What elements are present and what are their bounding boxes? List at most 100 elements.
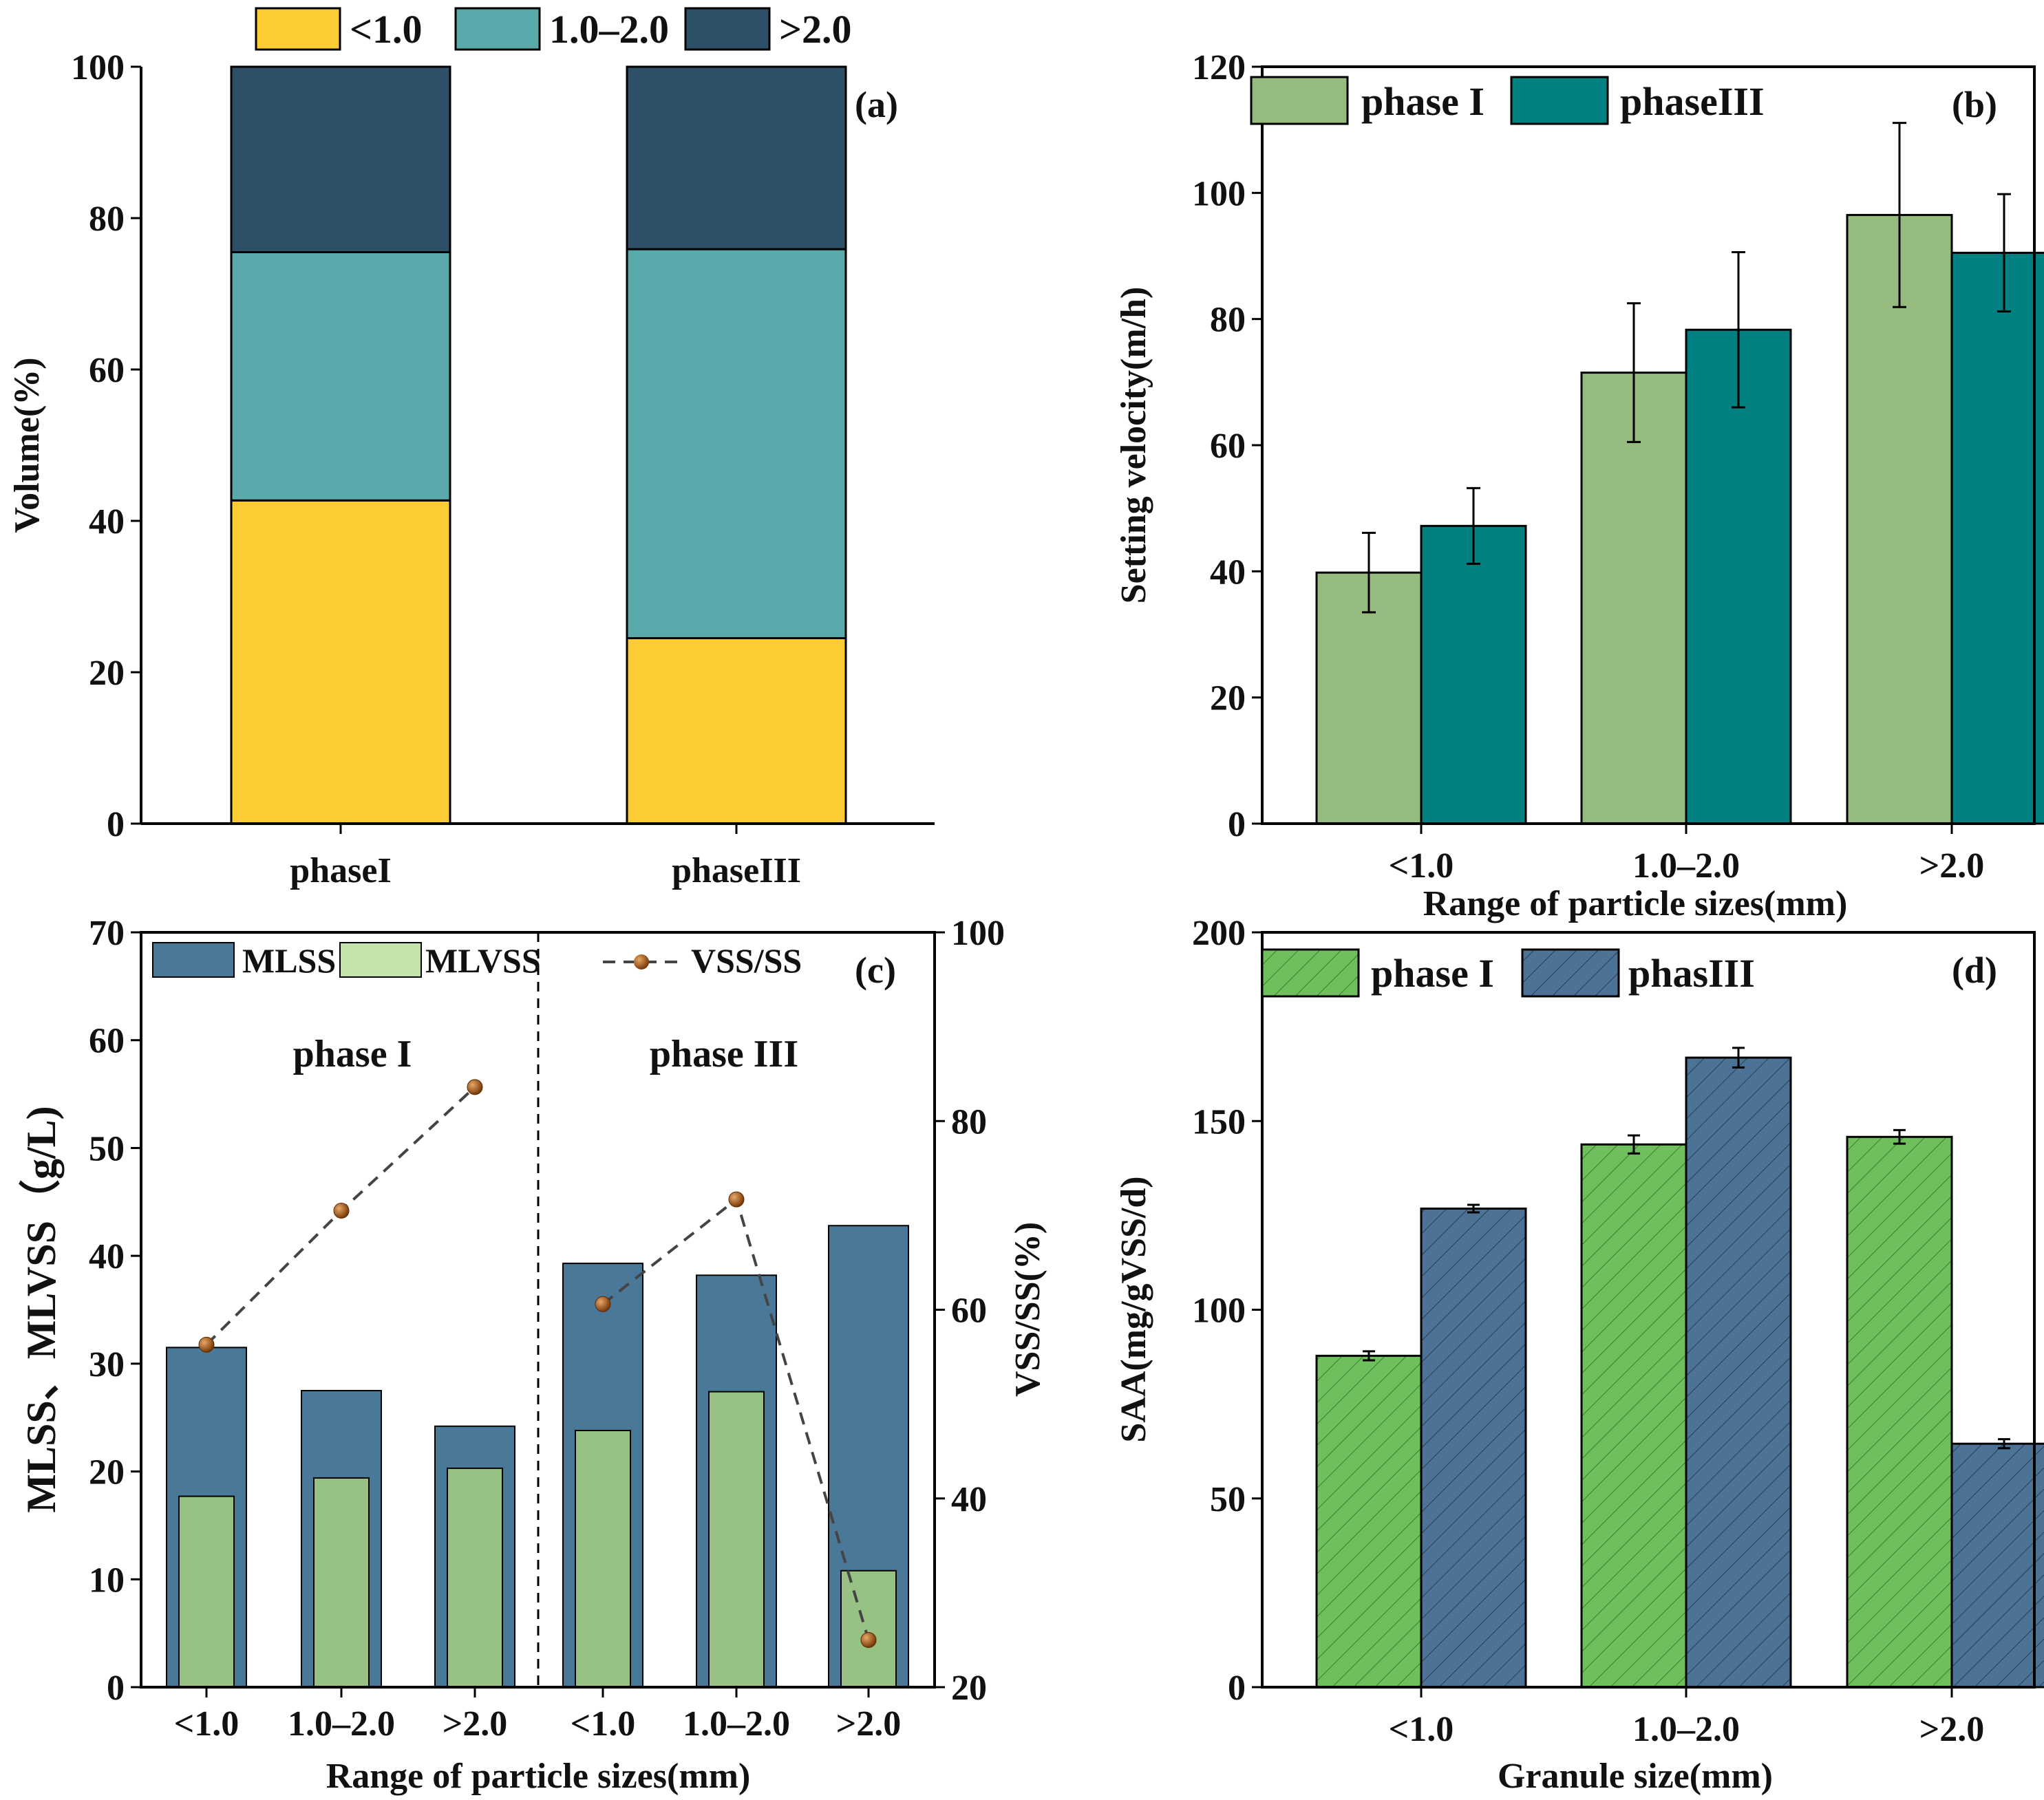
legend-swatch-phase3: [1510, 76, 1609, 125]
panel-c: 0 10 20 30 40 50 60 70 20 40 60 80 100 <1.0 1.0–2.0 >…: [18, 914, 1047, 1796]
panel-c-label: (c): [855, 950, 896, 991]
panel-c-ylabel: MLSS、MLVSS（g/L): [18, 1106, 64, 1512]
bar: [1420, 1208, 1527, 1689]
bar-segment: [626, 248, 847, 640]
bar-segment: [626, 637, 847, 825]
panel-a-label: (a): [855, 84, 898, 125]
panel-d-bars: [1315, 1047, 2044, 1689]
x-tick-label: 1.0–2.0: [1632, 1710, 1740, 1749]
panel-c-x-ticks: <1.0 1.0–2.0 >2.0 <1.0 1.0–2.0 >2.0: [174, 1687, 902, 1744]
legend-label-vss: VSS/SS: [691, 941, 802, 980]
panel-c-group-label-2: phase III: [650, 1033, 798, 1075]
panel-d-label: (d): [1952, 950, 1997, 991]
y-tick-label: 150: [1192, 1102, 1246, 1142]
bar-segment: [230, 499, 451, 825]
panel-b-x-ticks: <1.0 1.0–2.0 >2.0: [1389, 824, 1985, 886]
x-tick-label: >2.0: [836, 1704, 902, 1744]
panel-a-xlabel-1: phaseI: [290, 851, 391, 890]
bar-mlvss: [708, 1391, 765, 1689]
panel-a: <1.0 1.0–2.0 >2.0 0 20 40 60 80 100 phaseI ph…: [8, 7, 935, 890]
y-tick-label: 50: [89, 1129, 125, 1168]
legend-swatch-gt2: [684, 7, 771, 51]
y-tick-label: 0: [107, 805, 125, 844]
legend-label-d-phase1: phase I: [1371, 951, 1494, 996]
panel-c-xlabel: Range of particle sizes(mm): [326, 1757, 751, 1796]
y-tick-label: 40: [1210, 553, 1246, 592]
panel-b: 0 20 40 60 80 100 120 <1.0 1.0–2.0 >2.0 phase I …: [1114, 48, 2044, 923]
panel-a-xlabel-2: phaseIII: [672, 851, 801, 890]
y-tick-label: 20: [89, 1453, 125, 1492]
panel-a-ylabel: Volume(%): [8, 357, 47, 533]
legend-swatch-d-phase3: [1521, 948, 1620, 998]
panel-d-ylabel: SAA(mg/gVSS/d): [1114, 1176, 1153, 1442]
x-tick-label: <1.0: [174, 1704, 239, 1744]
bar-mlvss: [178, 1495, 235, 1688]
legend-swatch-lt1: [255, 7, 341, 51]
legend-swatch-mlvss: [339, 942, 422, 978]
y-tick-label: 10: [89, 1561, 125, 1600]
legend-swatch-mid: [454, 7, 541, 51]
vss-point: [467, 1079, 483, 1095]
legend-label-mid: 1.0–2.0: [549, 7, 669, 52]
panel-b-y-ticks: 0 20 40 60 80 100 120: [1192, 48, 1262, 844]
legend-label-lt1: <1.0: [350, 7, 423, 52]
bar-mlvss: [447, 1467, 503, 1689]
y-tick-label: 100: [71, 48, 125, 87]
y-tick-label: 0: [1228, 1669, 1246, 1708]
y-tick-label: 0: [107, 1669, 125, 1708]
bar-mlvss: [840, 1569, 897, 1688]
panel-d-xlabel: Granule size(mm): [1498, 1757, 1773, 1796]
panel-b-label: (b): [1952, 84, 1997, 125]
x-tick-label: 1.0–2.0: [1632, 846, 1740, 886]
y-tick-label: 80: [89, 200, 125, 239]
y-tick-label: 70: [89, 914, 125, 953]
panel-c-ylabel-right: VSS/SS(%): [1008, 1222, 1047, 1397]
bar: [1685, 328, 1792, 825]
bar: [1846, 1135, 1953, 1689]
y-tick-label-right: 20: [951, 1669, 987, 1708]
legend-label-phase3: phaseIII: [1620, 79, 1765, 124]
y-tick-label: 200: [1192, 914, 1246, 953]
x-tick-label: 1.0–2.0: [288, 1704, 395, 1744]
y-tick-label-right: 80: [951, 1102, 987, 1142]
bar: [1950, 251, 2044, 825]
y-tick-label: 60: [89, 1022, 125, 1061]
x-tick-label: >2.0: [443, 1704, 508, 1744]
bar: [1315, 1354, 1423, 1689]
y-tick-label: 100: [1192, 174, 1246, 213]
legend-label-d-phase3: phasIII: [1628, 951, 1755, 996]
y-tick-label: 0: [1228, 805, 1246, 844]
vss-point: [728, 1191, 745, 1208]
legend-label-phase1: phase I: [1361, 79, 1484, 124]
y-tick-label: 20: [1210, 679, 1246, 718]
y-tick-label-right: 40: [951, 1480, 987, 1519]
vss-point: [333, 1203, 350, 1219]
panel-b-ylabel: Setting velocity(m/h): [1114, 287, 1153, 604]
bar-segment: [626, 65, 847, 250]
panel-d: 0 50 100 150 200 <1.0 1.0–2.0 >2.0 phase I pha…: [1114, 914, 2044, 1796]
x-tick-label: <1.0: [1389, 1710, 1454, 1749]
x-tick-label: >2.0: [1919, 846, 1985, 886]
y-tick-label: 60: [1210, 427, 1246, 466]
legend-swatch-phase1: [1250, 76, 1349, 125]
y-tick-label: 50: [1210, 1480, 1246, 1519]
y-tick-label-right: 60: [951, 1292, 987, 1331]
bar: [1950, 1442, 2044, 1689]
y-tick-label: 40: [89, 502, 125, 542]
panel-b-bars: [1315, 122, 2044, 825]
y-tick-label: 30: [89, 1345, 125, 1384]
bar-segment: [230, 65, 451, 253]
vss-point: [595, 1296, 611, 1312]
y-tick-label: 100: [1192, 1292, 1246, 1331]
panel-a-y-ticks: 0 20 40 60 80 100: [71, 48, 141, 844]
y-tick-label-right: 100: [951, 914, 1005, 953]
legend-label-mlvss: MLVSS: [425, 941, 541, 980]
bar-segment: [230, 251, 451, 502]
panel-c-bars: [166, 1225, 909, 1689]
legend-marker-vss: [634, 954, 649, 969]
vss-point: [860, 1631, 877, 1648]
legend-swatch-d-phase1: [1261, 948, 1360, 998]
panel-a-bars: [230, 65, 847, 825]
bar: [1420, 524, 1527, 825]
panel-c-vss-line: [198, 1079, 877, 1648]
